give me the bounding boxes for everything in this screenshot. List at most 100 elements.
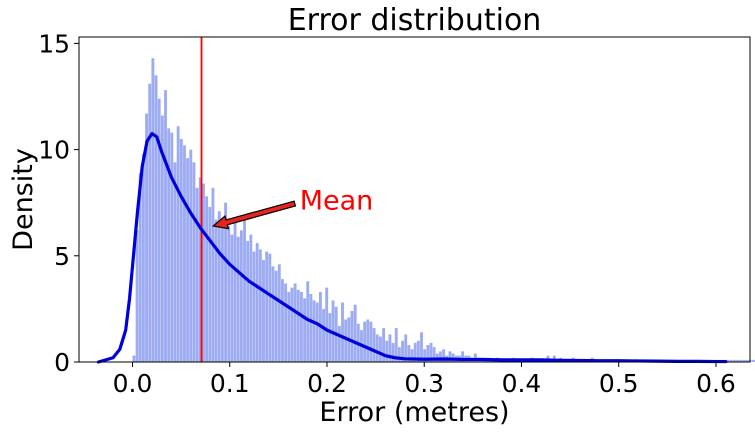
y-axis-label: Density xyxy=(8,148,39,251)
histogram-bar xyxy=(249,234,253,362)
histogram-bar xyxy=(461,351,465,362)
histogram-bar xyxy=(410,349,414,362)
histogram-bar xyxy=(423,349,427,362)
histogram-bar xyxy=(183,145,186,362)
histogram-bar xyxy=(243,217,246,362)
x-axis-ticks: 0.0 0.1 0.2 0.3 0.4 0.5 0.6 xyxy=(113,362,736,398)
histogram-bar xyxy=(388,334,392,362)
histogram-bar xyxy=(745,359,749,362)
histogram-bar xyxy=(145,113,148,362)
histogram-bar xyxy=(401,340,404,362)
histogram-bar xyxy=(742,359,746,362)
histogram-bar xyxy=(325,287,329,362)
plot-frame xyxy=(78,36,751,363)
y-axis-ticks: 0 5 10 15 xyxy=(38,29,79,377)
histogram-bar xyxy=(214,219,218,362)
histogram-bar xyxy=(726,359,730,362)
histogram-bar xyxy=(189,149,193,362)
histogram-bar xyxy=(281,279,284,362)
histogram-bar xyxy=(736,359,739,362)
x-tick-label: 0.4 xyxy=(502,369,542,398)
histogram-bar xyxy=(148,83,152,362)
histogram-bar xyxy=(382,328,386,362)
histogram-bar xyxy=(141,153,145,362)
histogram-bar xyxy=(328,313,332,362)
histogram-bar xyxy=(233,219,237,362)
annotation-text: Mean xyxy=(300,186,374,217)
histogram-bar xyxy=(138,172,142,362)
histogram-bar xyxy=(429,342,433,362)
histogram-bar xyxy=(208,206,212,362)
histogram-bar xyxy=(303,298,307,362)
histogram-bar xyxy=(729,359,733,362)
histogram-bar xyxy=(220,223,224,362)
histogram-bar xyxy=(160,115,164,362)
histogram-bar xyxy=(369,321,373,362)
histogram-bar xyxy=(211,187,215,362)
histogram-bar xyxy=(157,98,161,362)
histogram-bar xyxy=(290,287,294,362)
histogram-bar xyxy=(751,359,755,362)
y-tick-label: 5 xyxy=(54,242,70,271)
histogram-bar xyxy=(306,281,310,362)
histogram-bar xyxy=(473,353,477,362)
histogram-bar xyxy=(195,187,199,362)
histogram-bar xyxy=(337,325,341,362)
histogram-bar xyxy=(391,342,395,362)
histogram-bar xyxy=(315,302,319,362)
histogram-bar xyxy=(293,283,297,362)
histogram-bar xyxy=(448,351,452,362)
histogram-bar xyxy=(198,177,202,362)
histogram-bar xyxy=(271,266,275,362)
histogram-bar xyxy=(312,300,316,362)
histogram-bar xyxy=(309,294,313,362)
histogram-bar xyxy=(732,359,736,362)
histogram-bar xyxy=(432,347,436,362)
y-tick-label: 15 xyxy=(38,29,70,58)
histogram-bar xyxy=(262,260,265,362)
histogram-bar xyxy=(246,240,250,362)
histogram-bar xyxy=(132,355,136,362)
histogram-bar xyxy=(385,340,389,362)
histogram-bar xyxy=(299,291,303,362)
histogram-bar xyxy=(230,234,234,362)
histogram-bar xyxy=(167,128,171,362)
histogram-bar xyxy=(375,334,379,362)
histogram-bar xyxy=(255,243,259,362)
histogram-bar xyxy=(284,283,288,362)
histogram-bar xyxy=(353,304,357,362)
x-tick-label: 0.6 xyxy=(696,369,736,398)
histogram-bar xyxy=(252,251,256,362)
histogram-bar xyxy=(170,132,174,362)
histogram-bar xyxy=(239,230,243,362)
histogram-bar xyxy=(179,138,183,362)
histogram-bar xyxy=(287,291,291,362)
histogram-bar xyxy=(274,270,278,362)
x-tick-label: 0.0 xyxy=(113,369,153,398)
histogram-bar xyxy=(217,211,221,362)
histogram-bar xyxy=(227,226,231,362)
histogram-bar xyxy=(202,183,205,362)
histogram-bar xyxy=(426,345,430,362)
histogram-bar xyxy=(363,321,367,362)
histogram-bar xyxy=(135,230,139,362)
chart-title: Error distribution xyxy=(288,3,542,38)
annotation-arrow xyxy=(211,200,297,230)
histogram-bar xyxy=(413,342,417,362)
histogram-bar xyxy=(344,319,348,362)
histogram-bar xyxy=(186,158,190,362)
mean-annotation: Mean xyxy=(211,186,374,230)
histogram-bar xyxy=(407,345,411,362)
x-tick-label: 0.1 xyxy=(210,369,250,398)
histogram-bar xyxy=(366,319,370,362)
x-tick-label: 0.5 xyxy=(599,369,639,398)
histogram-bar xyxy=(739,359,743,362)
histogram-bar xyxy=(176,126,180,362)
histogram-bar xyxy=(341,302,344,362)
histogram-bar xyxy=(265,251,269,362)
histogram-bar xyxy=(258,249,262,362)
x-tick-label: 0.2 xyxy=(307,369,347,398)
histogram-bar xyxy=(192,162,196,362)
